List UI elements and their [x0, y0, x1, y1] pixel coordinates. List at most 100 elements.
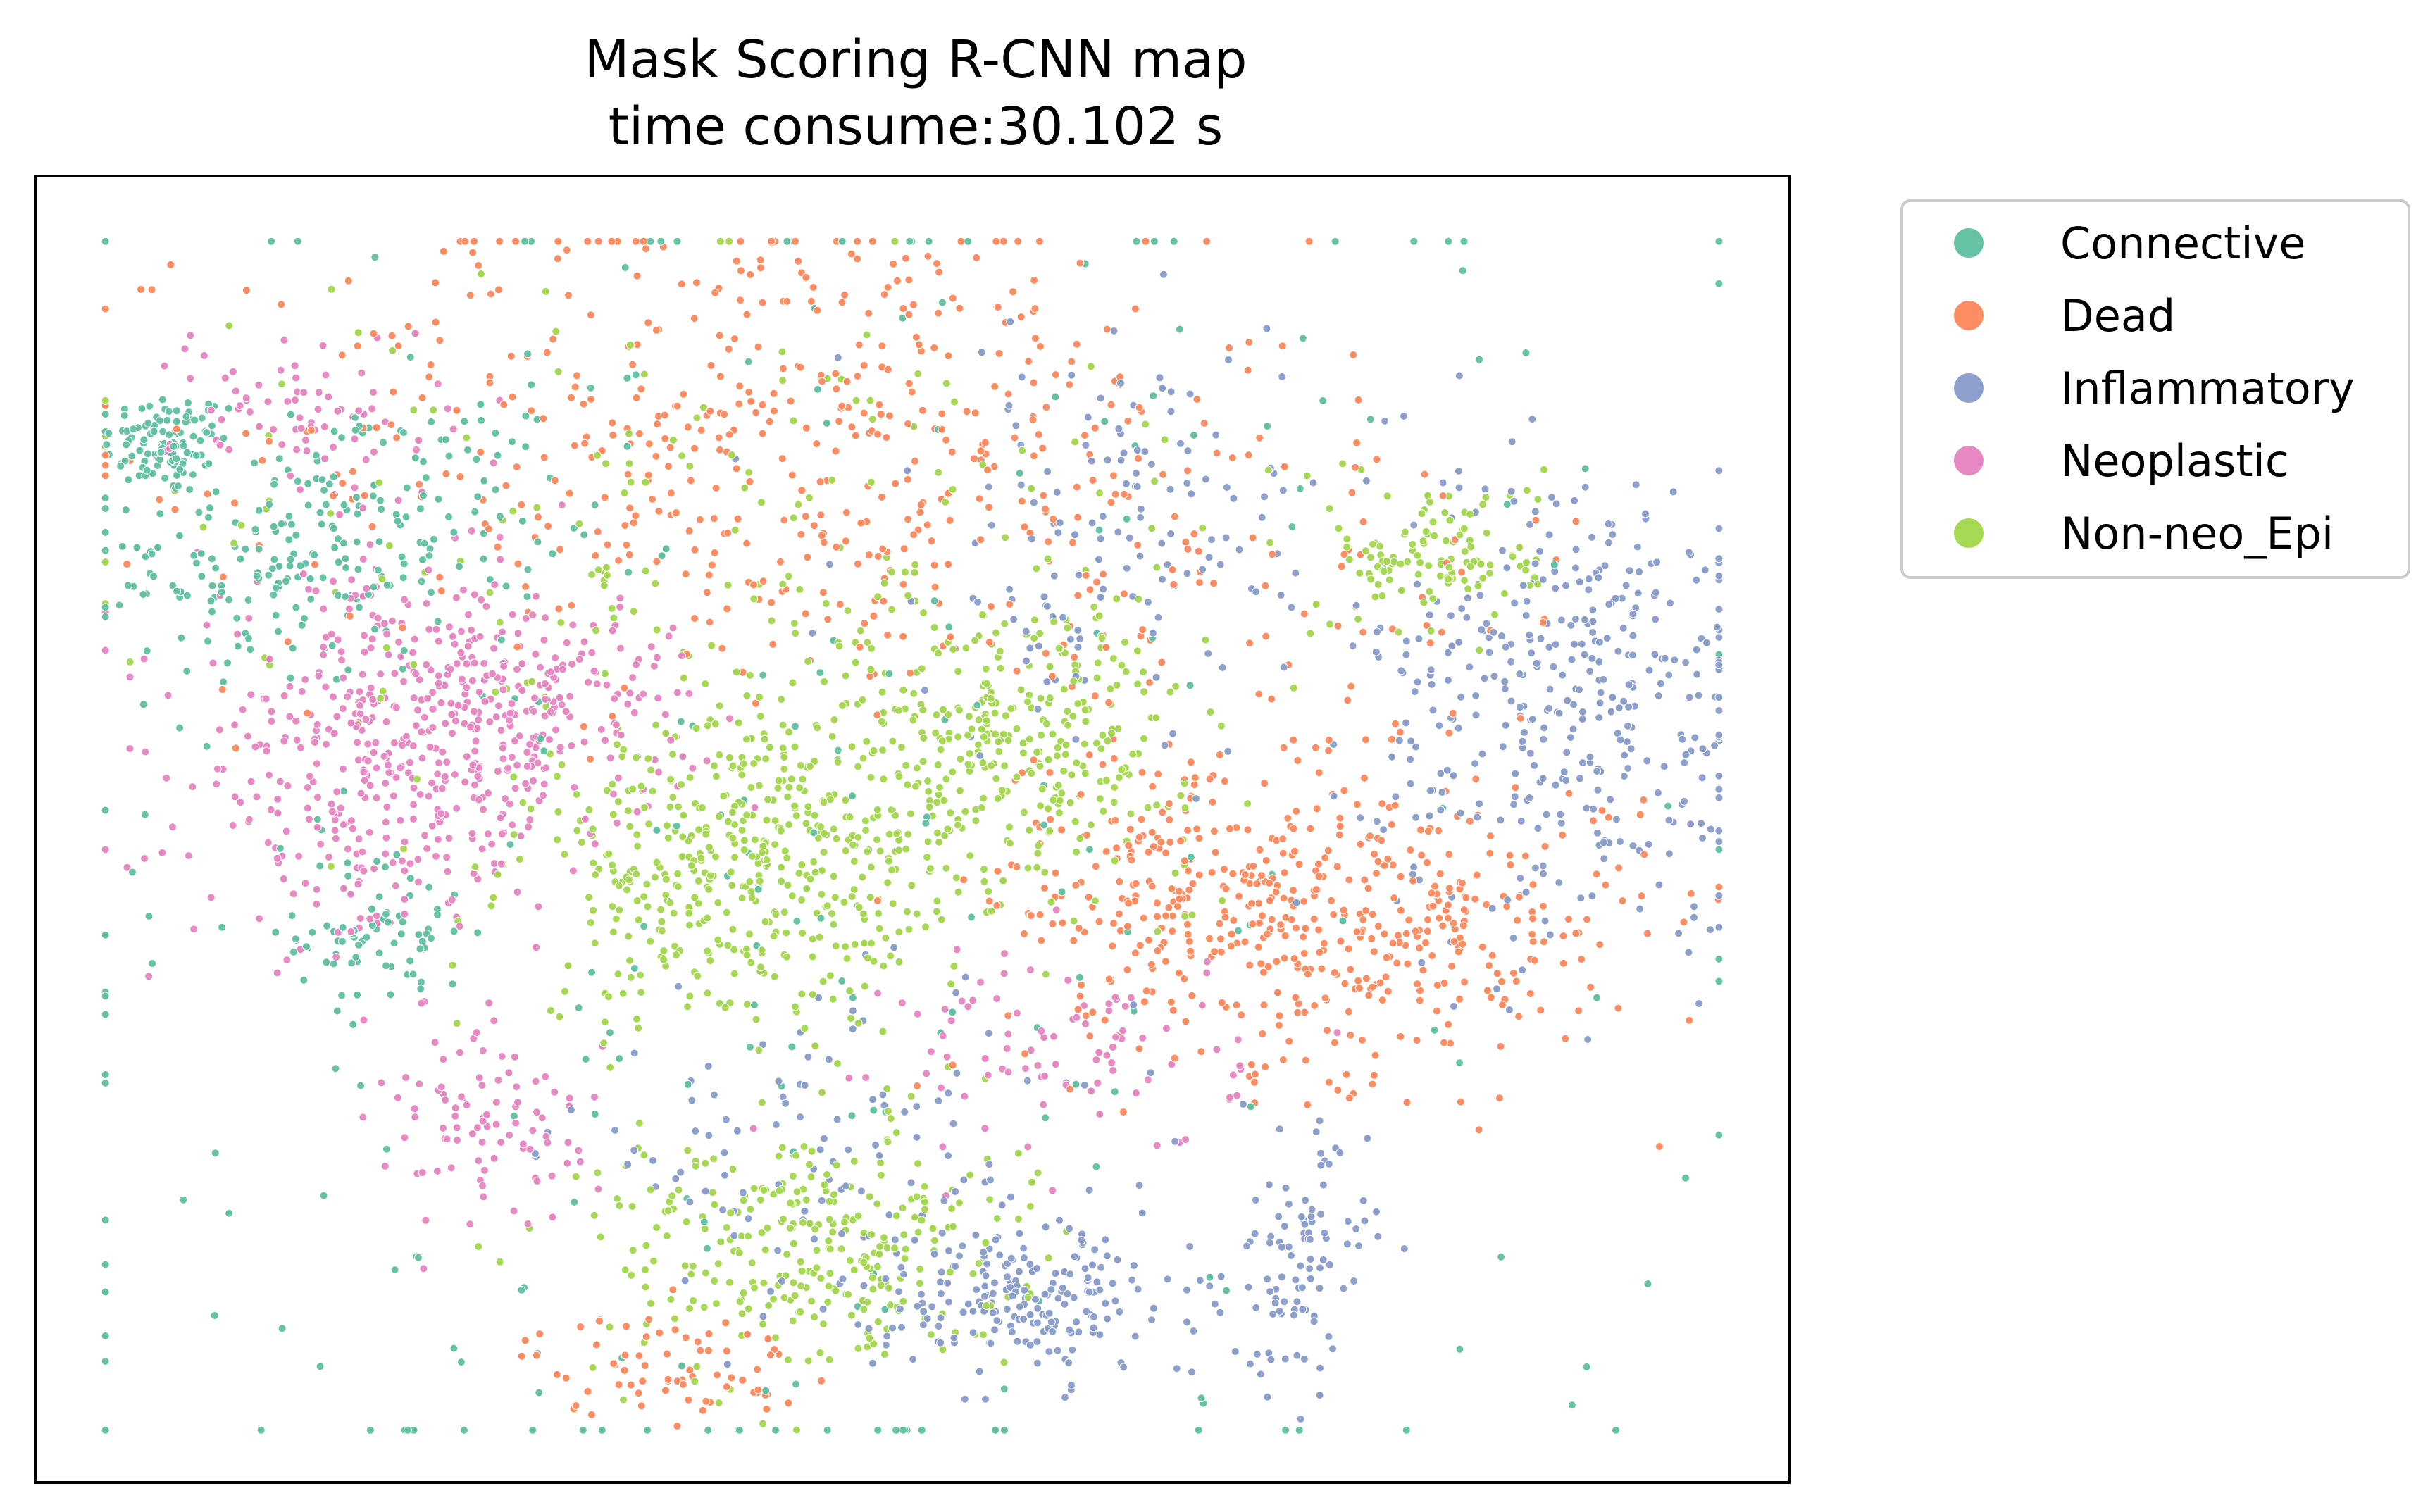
- scatter-point: [1337, 562, 1346, 571]
- scatter-point: [1352, 1225, 1361, 1233]
- scatter-point: [1496, 816, 1505, 825]
- scatter-point: [544, 522, 553, 531]
- scatter-point: [101, 845, 110, 854]
- scatter-point: [725, 753, 734, 762]
- scatter-point: [774, 1077, 783, 1086]
- scatter-point: [1043, 467, 1052, 476]
- scatter-point: [1075, 973, 1084, 982]
- scatter-point: [854, 833, 863, 842]
- scatter-point: [823, 615, 833, 624]
- scatter-point: [1064, 720, 1073, 730]
- scatter-point: [723, 941, 733, 950]
- scatter-point: [204, 459, 213, 468]
- scatter-point: [1201, 635, 1210, 644]
- scatter-point: [790, 1291, 799, 1300]
- scatter-point: [453, 1136, 462, 1144]
- scatter-point: [824, 1237, 833, 1245]
- scatter-point: [1004, 389, 1013, 399]
- scatter-point: [759, 670, 768, 680]
- scatter-point: [292, 735, 301, 744]
- scatter-point: [967, 913, 976, 922]
- scatter-point: [605, 1323, 614, 1332]
- scatter-point: [1257, 959, 1266, 968]
- scatter-point: [883, 282, 892, 292]
- scatter-point: [1532, 658, 1541, 668]
- scatter-point: [1198, 565, 1207, 574]
- scatter-point: [987, 520, 996, 530]
- scatter-point: [1021, 1049, 1029, 1058]
- scatter-point: [1533, 495, 1543, 504]
- scatter-point: [798, 775, 807, 784]
- scatter-point: [925, 803, 934, 811]
- scatter-point: [274, 627, 283, 636]
- scatter-point: [411, 329, 420, 338]
- scatter-point: [1181, 804, 1190, 812]
- scatter-point: [1359, 916, 1368, 924]
- scatter-point: [934, 308, 943, 318]
- scatter-point: [1109, 919, 1118, 928]
- scatter-point: [475, 687, 484, 696]
- scatter-point: [451, 1111, 460, 1120]
- scatter-point: [578, 1425, 587, 1435]
- scatter-point: [1428, 518, 1438, 527]
- scatter-point: [447, 1163, 456, 1173]
- scatter-point: [1068, 1345, 1077, 1354]
- scatter-point: [455, 1048, 464, 1057]
- scatter-point: [1107, 1058, 1116, 1067]
- scatter-point: [557, 501, 566, 510]
- scatter-point: [1088, 1008, 1097, 1017]
- scatter-point: [202, 620, 211, 630]
- scatter-point: [1304, 237, 1314, 246]
- scatter-point: [907, 1092, 916, 1101]
- scatter-point: [401, 513, 411, 521]
- scatter-point: [615, 906, 624, 915]
- scatter-point: [204, 637, 212, 646]
- scatter-point: [480, 697, 490, 706]
- scatter-point: [690, 893, 699, 902]
- scatter-point: [873, 835, 881, 844]
- scatter-point: [673, 401, 682, 411]
- scatter-point: [704, 570, 714, 580]
- scatter-point: [1445, 728, 1454, 737]
- scatter-point: [859, 1305, 868, 1314]
- scatter-point: [758, 400, 767, 409]
- scatter-point: [683, 1146, 692, 1155]
- scatter-point: [915, 1279, 924, 1288]
- scatter-point: [232, 613, 242, 623]
- scatter-point: [817, 1376, 826, 1385]
- scatter-point: [219, 434, 228, 443]
- scatter-point: [1425, 611, 1434, 620]
- scatter-point: [904, 419, 913, 428]
- scatter-point: [957, 996, 966, 1006]
- scatter-point: [1329, 910, 1338, 919]
- scatter-point: [1201, 475, 1210, 484]
- scatter-point: [1092, 1056, 1101, 1064]
- scatter-point: [837, 237, 847, 246]
- scatter-point: [1583, 915, 1591, 924]
- scatter-point: [550, 1087, 559, 1096]
- scatter-point: [633, 1014, 641, 1023]
- scatter-point: [821, 599, 830, 608]
- scatter-point: [1444, 1020, 1453, 1029]
- scatter-point: [859, 1258, 868, 1267]
- scatter-point: [1619, 772, 1628, 781]
- scatter-point: [140, 810, 149, 819]
- scatter-point: [1071, 437, 1080, 446]
- scatter-point: [1656, 679, 1665, 688]
- scatter-point: [1536, 546, 1545, 556]
- scatter-point: [443, 867, 452, 876]
- scatter-point: [521, 779, 530, 788]
- scatter-point: [639, 689, 648, 699]
- scatter-point: [366, 683, 375, 692]
- scatter-point: [506, 708, 515, 718]
- scatter-point: [732, 668, 741, 677]
- scatter-point: [797, 896, 806, 904]
- scatter-point: [640, 1151, 649, 1160]
- scatter-point: [1577, 639, 1586, 649]
- scatter-point: [1333, 1028, 1342, 1037]
- scatter-point: [483, 830, 492, 839]
- scatter-point: [999, 1385, 1009, 1394]
- scatter-point: [101, 1070, 110, 1079]
- scatter-point: [647, 766, 656, 775]
- scatter-point: [446, 665, 455, 674]
